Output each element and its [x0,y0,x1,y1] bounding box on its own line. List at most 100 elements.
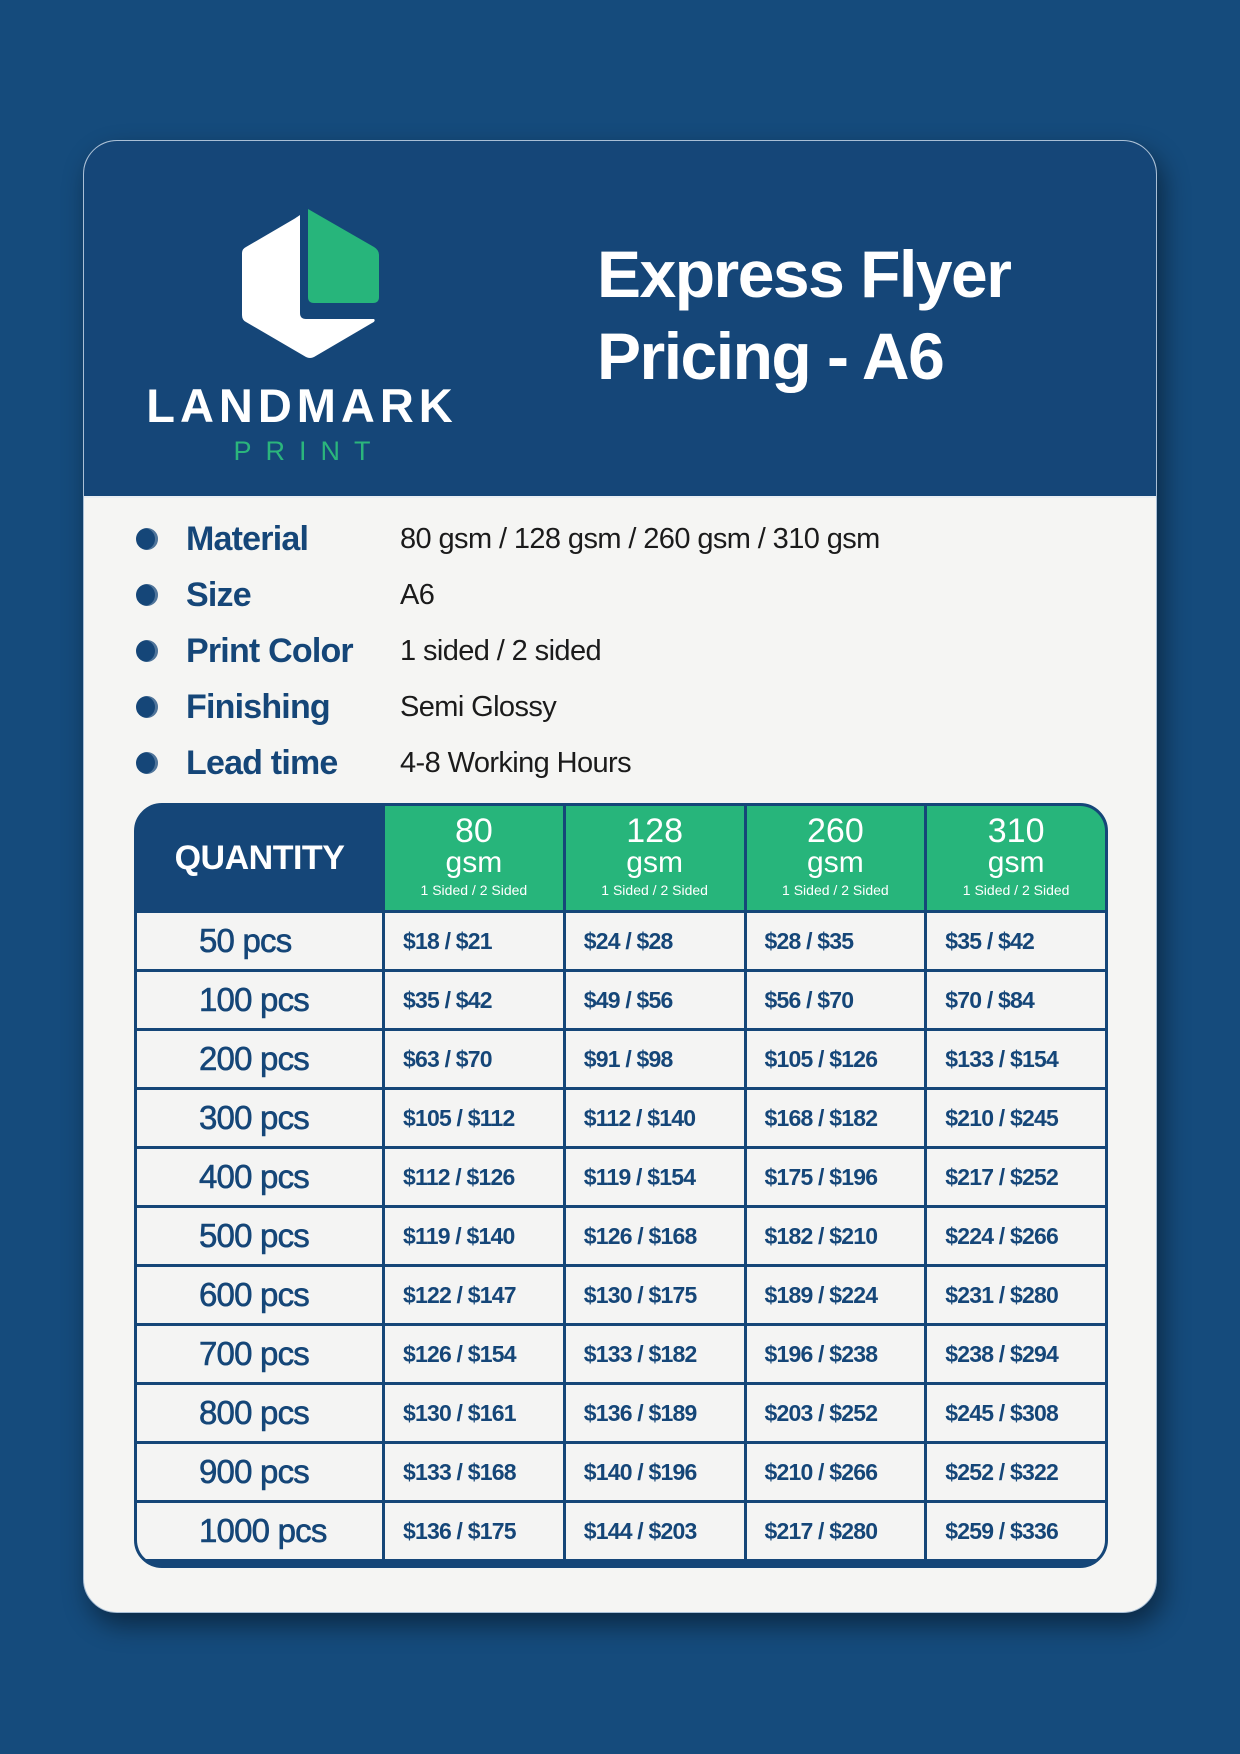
table-row: 200 pcs $63 / $70 $91 / $98 $105 / $126 … [137,1031,1105,1087]
price-cell: $136 / $175 [385,1503,563,1559]
spec-item-lead-time: Lead time 4-8 Working Hours [134,735,1094,791]
price-cell: $189 / $224 [746,1267,925,1323]
spec-label: Material [186,519,309,558]
column-header-310gsm: 310 gsm 1 Sided / 2 Sided [927,806,1105,910]
quantity-cell: 50 pcs [137,913,382,969]
price-cell: $70 / $84 [927,972,1105,1028]
gsm-sides: 1 Sided / 2 Sided [782,882,889,898]
price-cell: $105 / $126 [746,1031,925,1087]
gsm-weight: 310 [987,812,1045,850]
table-row: 800 pcs $130 / $161 $136 / $189 $203 / $… [137,1385,1105,1441]
spec-label: Size [186,575,252,614]
gsm-unit: gsm [987,846,1045,879]
price-cell: $210 / $245 [927,1090,1105,1146]
price-cell: $168 / $182 [746,1090,925,1146]
gsm-sides: 1 Sided / 2 Sided [601,882,708,898]
price-cell: $140 / $196 [565,1444,744,1500]
price-cell: $105 / $112 [385,1090,563,1146]
price-cell: $122 / $147 [385,1267,563,1323]
gsm-unit: gsm [626,846,683,879]
price-cell: $49 / $56 [565,972,744,1028]
spec-item-finishing: Finishing Semi Glossy [134,679,1094,735]
quantity-cell: 500 pcs [137,1208,382,1264]
price-cell: $18 / $21 [385,913,563,969]
price-cell: $130 / $161 [385,1385,563,1441]
table-row: 100 pcs $35 / $42 $49 / $56 $56 / $70 $7… [137,972,1105,1028]
spec-item-size: Size A6 [134,567,1094,623]
price-cell: $182 / $210 [746,1208,925,1264]
spec-item-material: Material 80 gsm / 128 gsm / 260 gsm / 31… [134,511,1094,567]
table-row: 300 pcs $105 / $112 $112 / $140 $168 / $… [137,1090,1105,1146]
spec-value: Semi Glossy [400,690,557,723]
table-row: 50 pcs $18 / $21 $24 / $28 $28 / $35 $35… [137,913,1105,969]
quantity-cell: 400 pcs [137,1149,382,1205]
price-cell: $136 / $189 [565,1385,744,1441]
quantity-cell: 900 pcs [137,1444,382,1500]
price-cell: $56 / $70 [746,972,925,1028]
gsm-sides: 1 Sided / 2 Sided [420,882,528,898]
table-header-row: QUANTITY 80 gsm 1 Sided / 2 Sided 128 gs… [137,806,1105,910]
table-row: 900 pcs $133 / $168 $140 / $196 $210 / $… [137,1444,1105,1500]
price-cell: $133 / $168 [385,1444,563,1500]
spec-label: Print Color [186,631,354,670]
price-cell: $119 / $154 [565,1149,744,1205]
quantity-cell: 800 pcs [137,1385,382,1441]
price-cell: $224 / $266 [927,1208,1105,1264]
spec-label: Finishing [186,687,331,726]
gsm-weight: 128 [626,812,683,850]
title-line-2: Pricing - A6 [597,319,945,393]
price-cell: $126 / $168 [565,1208,744,1264]
card-header: LANDMARK PRINT Express Flyer Pricing - A… [84,141,1156,498]
quantity-cell: 700 pcs [137,1326,382,1382]
gsm-weight: 80 [454,812,493,850]
price-cell: $24 / $28 [565,913,744,969]
price-cell: $238 / $294 [927,1326,1105,1382]
landmark-logo-icon [242,209,379,358]
spec-value: A6 [400,578,435,611]
title-line-1: Express Flyer [597,237,1012,311]
pricing-table-container: QUANTITY 80 gsm 1 Sided / 2 Sided 128 gs… [134,803,1108,1568]
price-cell: $130 / $175 [565,1267,744,1323]
brand-name: LANDMARK [146,379,458,432]
price-cell: $28 / $35 [746,913,925,969]
page-title: Express Flyer Pricing - A6 [597,233,1012,397]
spec-value: 4-8 Working Hours [400,746,632,779]
brand-subtitle: PRINT [233,436,385,466]
gsm-weight: 260 [807,812,864,850]
gsm-sides: 1 Sided / 2 Sided [962,882,1070,898]
price-cell: $91 / $98 [565,1031,744,1087]
bullet-icon [136,640,158,662]
gsm-unit: gsm [807,846,864,879]
table-row: 400 pcs $112 / $126 $119 / $154 $175 / $… [137,1149,1105,1205]
table-row: 600 pcs $122 / $147 $130 / $175 $189 / $… [137,1267,1105,1323]
price-cell: $35 / $42 [385,972,563,1028]
column-header-128gsm: 128 gsm 1 Sided / 2 Sided [565,806,744,910]
quantity-cell: 300 pcs [137,1090,382,1146]
price-cell: $210 / $266 [746,1444,925,1500]
table-row: 700 pcs $126 / $154 $133 / $182 $196 / $… [137,1326,1105,1382]
gsm-unit: gsm [445,846,503,879]
price-cell: $119 / $140 [385,1208,563,1264]
price-cell: $196 / $238 [746,1326,925,1382]
quantity-header: QUANTITY [137,806,382,910]
spec-list: Material 80 gsm / 128 gsm / 260 gsm / 31… [134,511,1094,791]
pricing-card: LANDMARK PRINT Express Flyer Pricing - A… [83,140,1157,1613]
quantity-cell: 100 pcs [137,972,382,1028]
price-cell: $63 / $70 [385,1031,563,1087]
column-header-260gsm: 260 gsm 1 Sided / 2 Sided [746,806,925,910]
table-row: 1000 pcs $136 / $175 $144 / $203 $217 / … [137,1503,1105,1559]
price-cell: $126 / $154 [385,1326,563,1382]
quantity-cell: 200 pcs [137,1031,382,1087]
pricing-table: QUANTITY 80 gsm 1 Sided / 2 Sided 128 gs… [137,806,1105,1562]
price-cell: $217 / $252 [927,1149,1105,1205]
price-cell: $231 / $280 [927,1267,1105,1323]
column-header-80gsm: 80 gsm 1 Sided / 2 Sided [385,806,563,910]
quantity-cell: 600 pcs [137,1267,382,1323]
bullet-icon [136,696,158,718]
bullet-icon [136,752,158,774]
price-cell: $245 / $308 [927,1385,1105,1441]
spec-item-print-color: Print Color 1 sided / 2 sided [134,623,1094,679]
price-cell: $203 / $252 [746,1385,925,1441]
price-cell: $175 / $196 [746,1149,925,1205]
quantity-cell: 1000 pcs [137,1503,382,1559]
